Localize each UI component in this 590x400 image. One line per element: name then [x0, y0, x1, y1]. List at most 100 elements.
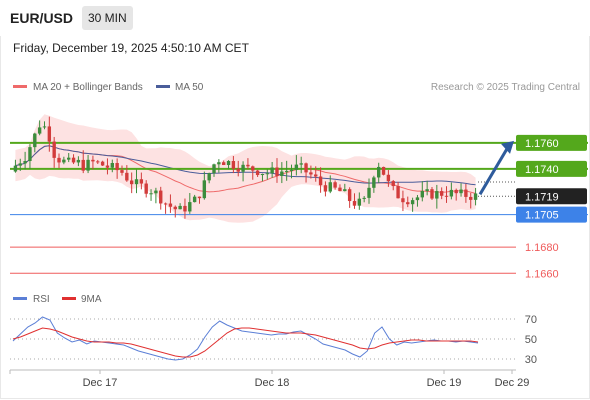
candle-body [52, 141, 56, 158]
candle-body [33, 133, 37, 148]
candle-body [473, 193, 478, 200]
level-tag-support [516, 206, 587, 223]
candle-body [347, 189, 352, 202]
candle-body [163, 203, 168, 205]
candle-body [149, 193, 153, 195]
candle-body [168, 203, 173, 207]
candle-body [352, 201, 357, 206]
candle-body [357, 198, 362, 206]
rsi-tick-label: 30 [525, 354, 537, 366]
candle-body [435, 191, 439, 199]
candle-body [464, 189, 468, 197]
candle-body [178, 205, 182, 210]
candle-body [459, 189, 463, 194]
candle-body [304, 163, 308, 173]
candle-body [222, 162, 226, 166]
candle-body [125, 172, 129, 181]
candle-body [231, 161, 236, 169]
candle-body [37, 127, 42, 134]
candle-body [154, 190, 158, 194]
candle-body [134, 179, 139, 185]
rsi-tick-label: 70 [525, 314, 537, 326]
candle-body [406, 202, 410, 205]
candle-body [67, 157, 71, 160]
candle-body [110, 162, 114, 168]
candle-body [226, 161, 231, 166]
rsi-pane: 70 50 30 [10, 314, 537, 366]
candle-body [391, 181, 395, 187]
candle-body [284, 170, 289, 172]
rsi-ma-line [12, 327, 479, 358]
candle-body [294, 164, 299, 170]
candle-body [367, 187, 371, 198]
rsi-line [12, 316, 479, 361]
candle-body [18, 163, 22, 166]
candle-body [207, 173, 211, 181]
candle-body [449, 189, 454, 197]
candle-body [105, 165, 110, 168]
level-tag-resistance [516, 160, 587, 177]
candle-body [47, 126, 52, 142]
ma50-line [15, 145, 476, 186]
time-tick-label: Dec 18 [255, 377, 290, 389]
ma20-legend-label: MA 20 + Bollinger Bands [33, 82, 143, 93]
candle-body [28, 147, 32, 162]
candle-body [381, 166, 386, 175]
candle-body [86, 159, 90, 171]
ma20-legend-swatch [13, 85, 27, 88]
candle-body [236, 168, 240, 172]
candle-body [309, 172, 313, 175]
candle-body [57, 157, 61, 163]
candle-body [139, 179, 144, 184]
level-label-resistance: 1.1760 [525, 138, 559, 150]
last-price-label: 1.1719 [525, 191, 559, 203]
candle-body [192, 196, 197, 203]
candle-body [23, 161, 27, 164]
level-labels: 1.1760 1.1740 1.1705 1.1680 1.1660 1.1719 [478, 134, 587, 280]
candle-body [71, 157, 76, 163]
candlesticks [13, 116, 478, 219]
rsi-legend-swatch [13, 297, 27, 300]
candle-body [299, 163, 303, 165]
candle-body [13, 165, 18, 172]
candle-body [410, 200, 415, 205]
rsi-ma-legend-swatch [62, 297, 76, 300]
candle-body [91, 159, 95, 162]
ma50-legend-label: MA 50 [175, 82, 204, 93]
candle-body [255, 170, 260, 176]
candle-body [265, 173, 269, 175]
candle-body [100, 161, 105, 166]
candle-body [280, 171, 284, 176]
level-label-support: 1.1705 [525, 210, 559, 222]
candle-body [377, 166, 381, 178]
candle-body [62, 159, 66, 163]
candle-body [76, 159, 81, 163]
level-tag-resistance [516, 134, 587, 151]
last-price-tag [516, 188, 587, 205]
time-tick-label: Dec 19 [427, 377, 462, 389]
time-tick-label: Dec 17 [83, 377, 118, 389]
candle-body [415, 197, 420, 201]
instrument-title: EUR/USD [10, 10, 74, 26]
candle-body [260, 173, 265, 176]
candle-body [314, 174, 318, 177]
candle-body [328, 182, 332, 192]
candle-body [396, 186, 400, 199]
candle-body [144, 183, 148, 194]
timeframe-button[interactable]: 30 MIN [82, 6, 133, 30]
candle-body [270, 167, 274, 174]
candle-body [246, 164, 250, 167]
level-label-target: 1.1660 [525, 268, 559, 280]
candle-body [425, 189, 429, 192]
level-label-resistance: 1.1740 [525, 164, 559, 176]
candle-body [362, 197, 366, 199]
candle-body [217, 162, 221, 165]
candle-body [212, 164, 216, 174]
time-tick-label: Dec 29 [495, 377, 530, 389]
candle-body [159, 190, 163, 204]
candle-body [333, 182, 337, 188]
timestamp: Friday, December 19, 2025 4:50:10 AM CET [13, 41, 249, 55]
ma50-legend-swatch [156, 85, 170, 88]
forecast-arrow-shaft [478, 148, 509, 196]
